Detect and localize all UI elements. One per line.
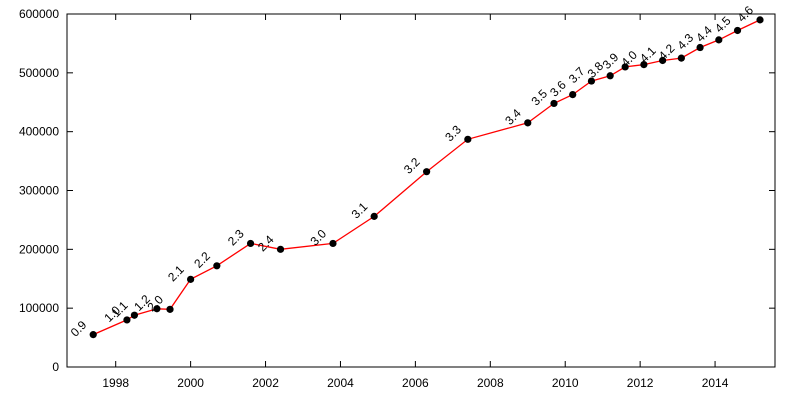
y-tick-label: 600000: [19, 7, 59, 21]
y-tick-label: 200000: [19, 242, 59, 256]
data-point: [370, 212, 378, 220]
data-point: [606, 72, 614, 80]
data-point: [696, 43, 704, 52]
y-tick-label: 300000: [19, 184, 59, 198]
data-point: [89, 331, 97, 339]
data-point: [123, 316, 131, 324]
data-point-label: 3.6: [547, 78, 569, 100]
data-point-label: 0.9: [68, 318, 90, 340]
x-tick-label: 2004: [327, 376, 354, 390]
x-tick-label: 2000: [177, 376, 204, 390]
data-point: [550, 99, 558, 108]
data-point: [130, 311, 139, 319]
data-point: [756, 16, 764, 24]
series-line: [92, 19, 761, 336]
y-tick-label: 0: [52, 360, 59, 374]
data-point: [166, 305, 174, 313]
x-tick-label: 2010: [552, 376, 579, 390]
data-point: [524, 119, 532, 127]
data-point-label: 3.1: [349, 199, 371, 221]
data-point: [423, 168, 431, 176]
x-tick-label: 2006: [402, 376, 429, 390]
data-point: [715, 36, 723, 44]
x-tick-label: 2014: [702, 376, 729, 390]
data-point-label: 3.3: [442, 122, 464, 144]
data-point: [187, 275, 195, 283]
data-point-label: 4.0: [618, 48, 640, 70]
x-tick-label: 2008: [477, 376, 504, 390]
x-tick-label: 2012: [627, 376, 654, 390]
data-point-label: 2.4: [255, 232, 277, 254]
plot-frame: [66, 13, 776, 368]
data-point-label: 2.1: [165, 262, 187, 284]
data-point-label: 2.3: [225, 226, 247, 248]
x-tick-label: 1998: [102, 376, 129, 390]
data-point-label: 3.0: [307, 226, 329, 248]
data-point: [659, 56, 667, 65]
data-point-label: 4.2: [656, 41, 678, 63]
data-point: [246, 239, 255, 248]
data-point: [621, 63, 629, 71]
data-point-label: 2.2: [191, 249, 213, 271]
x-tick-label: 2002: [252, 376, 279, 390]
data-point: [464, 135, 472, 143]
data-point-label: 3.7: [566, 64, 588, 86]
data-point: [587, 77, 596, 85]
data-point: [640, 60, 648, 69]
data-point: [276, 245, 285, 253]
y-tick-label: 400000: [19, 125, 59, 139]
data-point: [153, 305, 161, 313]
y-tick-label: 100000: [19, 301, 59, 315]
y-tick-label: 500000: [19, 66, 59, 80]
data-point: [677, 54, 685, 62]
data-point: [213, 262, 221, 270]
data-point: [329, 239, 337, 248]
data-point: [569, 91, 577, 99]
data-point-label: 4.6: [734, 3, 756, 25]
data-point-label: 3.2: [401, 155, 423, 177]
data-point: [733, 26, 742, 35]
